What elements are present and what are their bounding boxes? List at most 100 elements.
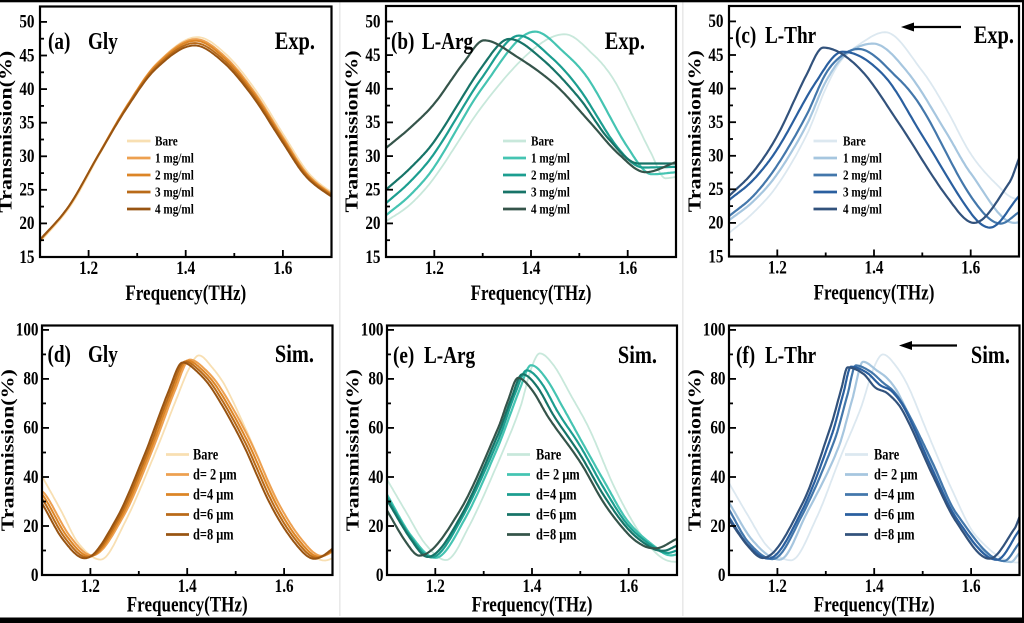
svg-text:(f): (f) — [736, 342, 755, 369]
svg-text:1.2: 1.2 — [425, 257, 444, 278]
svg-text:Frequency(THz): Frequency(THz) — [814, 592, 935, 617]
svg-text:Transmission(%): Transmission(%) — [0, 369, 18, 531]
svg-text:2 mg/ml: 2 mg/ml — [843, 167, 882, 182]
svg-text:1.4: 1.4 — [865, 575, 884, 596]
svg-text:35: 35 — [19, 112, 34, 133]
svg-text:(a): (a) — [48, 28, 70, 55]
svg-text:35: 35 — [365, 112, 380, 133]
svg-text:L-Arg: L-Arg — [424, 342, 475, 369]
svg-text:1 mg/ml: 1 mg/ml — [843, 150, 882, 165]
svg-text:d=6 μm: d=6 μm — [536, 506, 577, 524]
svg-text:50: 50 — [708, 11, 723, 32]
svg-text:1.6: 1.6 — [962, 575, 981, 596]
svg-text:1.2: 1.2 — [768, 257, 787, 278]
svg-text:Bare: Bare — [536, 446, 561, 464]
svg-text:15: 15 — [19, 246, 34, 267]
svg-text:(b): (b) — [391, 28, 414, 55]
svg-text:35: 35 — [708, 111, 723, 132]
svg-text:15: 15 — [708, 246, 723, 267]
svg-text:Transmission(%): Transmission(%) — [685, 369, 704, 531]
svg-text:1.4: 1.4 — [178, 575, 197, 596]
svg-text:60: 60 — [710, 417, 725, 438]
svg-text:15: 15 — [365, 246, 380, 267]
svg-text:L-Arg: L-Arg — [422, 28, 473, 55]
svg-text:d=4 μm: d=4 μm — [536, 486, 577, 504]
svg-text:d=4 μm: d=4 μm — [874, 486, 915, 504]
svg-text:80: 80 — [710, 368, 725, 389]
svg-text:d=8 μm: d=8 μm — [536, 526, 577, 544]
svg-text:Bare: Bare — [193, 446, 218, 464]
svg-text:1.4: 1.4 — [522, 257, 541, 278]
svg-text:1.6: 1.6 — [961, 257, 980, 278]
svg-text:Transmission(%): Transmission(%) — [685, 50, 704, 212]
svg-text:3 mg/ml: 3 mg/ml — [843, 184, 882, 199]
svg-text:Frequency(THz): Frequency(THz) — [471, 281, 592, 306]
svg-text:0: 0 — [31, 564, 39, 585]
svg-text:2 mg/ml: 2 mg/ml — [531, 167, 570, 182]
svg-text:80: 80 — [23, 368, 38, 389]
svg-text:Transmission(%): Transmission(%) — [343, 369, 362, 531]
svg-text:20: 20 — [19, 213, 34, 234]
svg-text:Bare: Bare — [874, 446, 899, 464]
svg-text:1.6: 1.6 — [273, 257, 292, 278]
svg-text:80: 80 — [368, 368, 383, 389]
svg-text:1.6: 1.6 — [619, 575, 638, 596]
svg-text:Sim.: Sim. — [275, 339, 314, 368]
svg-text:Frequency(THz): Frequency(THz) — [127, 592, 248, 617]
svg-text:30: 30 — [19, 146, 34, 167]
svg-text:0: 0 — [718, 564, 726, 585]
svg-text:d=6 μm: d=6 μm — [874, 506, 915, 524]
svg-text:Transmission(%): Transmission(%) — [0, 51, 16, 213]
svg-text:20: 20 — [368, 515, 383, 536]
svg-text:20: 20 — [708, 212, 723, 233]
svg-text:1.4: 1.4 — [523, 575, 542, 596]
svg-text:d= 2 μm: d= 2 μm — [874, 466, 918, 484]
svg-text:1.4: 1.4 — [865, 257, 884, 278]
svg-text:4 mg/ml: 4 mg/ml — [155, 201, 194, 216]
svg-text:60: 60 — [368, 417, 383, 438]
svg-text:40: 40 — [368, 466, 383, 487]
svg-text:(e): (e) — [393, 342, 414, 369]
svg-text:1.2: 1.2 — [426, 575, 445, 596]
svg-text:4 mg/ml: 4 mg/ml — [531, 201, 570, 216]
svg-text:40: 40 — [708, 78, 723, 99]
svg-text:d=4 μm: d=4 μm — [193, 486, 234, 504]
svg-text:1.6: 1.6 — [618, 257, 637, 278]
svg-text:30: 30 — [365, 145, 380, 166]
svg-text:1 mg/ml: 1 mg/ml — [155, 150, 194, 165]
svg-text:2 mg/ml: 2 mg/ml — [155, 167, 194, 182]
svg-text:45: 45 — [365, 44, 380, 65]
svg-text:d=8 μm: d=8 μm — [193, 526, 234, 544]
svg-text:Bare: Bare — [155, 133, 178, 148]
svg-text:(c): (c) — [735, 22, 756, 49]
svg-text:40: 40 — [365, 78, 380, 99]
svg-text:(d): (d) — [48, 341, 71, 368]
svg-text:d=8 μm: d=8 μm — [874, 526, 915, 544]
svg-text:Bare: Bare — [531, 133, 554, 148]
svg-text:30: 30 — [708, 145, 723, 166]
svg-text:Exp.: Exp. — [605, 26, 645, 55]
svg-text:0: 0 — [376, 564, 384, 585]
svg-text:Gly: Gly — [88, 28, 118, 55]
svg-text:Exp.: Exp. — [974, 20, 1014, 49]
svg-text:Transmission(%): Transmission(%) — [342, 50, 361, 212]
svg-text:100: 100 — [361, 319, 384, 340]
svg-text:1.2: 1.2 — [81, 575, 100, 596]
svg-text:3 mg/ml: 3 mg/ml — [155, 184, 194, 199]
svg-text:Gly: Gly — [88, 341, 118, 368]
svg-text:1.2: 1.2 — [79, 257, 98, 278]
svg-text:Frequency(THz): Frequency(THz) — [814, 280, 935, 305]
svg-text:d= 2 μm: d= 2 μm — [536, 466, 580, 484]
svg-text:d= 2 μm: d= 2 μm — [193, 466, 237, 484]
svg-text:100: 100 — [703, 319, 726, 340]
svg-text:40: 40 — [19, 78, 34, 99]
svg-text:50: 50 — [365, 11, 380, 32]
svg-text:25: 25 — [19, 179, 34, 200]
svg-text:Frequency(THz): Frequency(THz) — [125, 281, 246, 306]
svg-text:4 mg/ml: 4 mg/ml — [843, 201, 882, 216]
svg-text:25: 25 — [365, 179, 380, 200]
svg-text:d=6 μm: d=6 μm — [193, 506, 234, 524]
svg-text:20: 20 — [365, 213, 380, 234]
svg-text:20: 20 — [710, 515, 725, 536]
svg-text:L-Thr: L-Thr — [765, 22, 816, 49]
